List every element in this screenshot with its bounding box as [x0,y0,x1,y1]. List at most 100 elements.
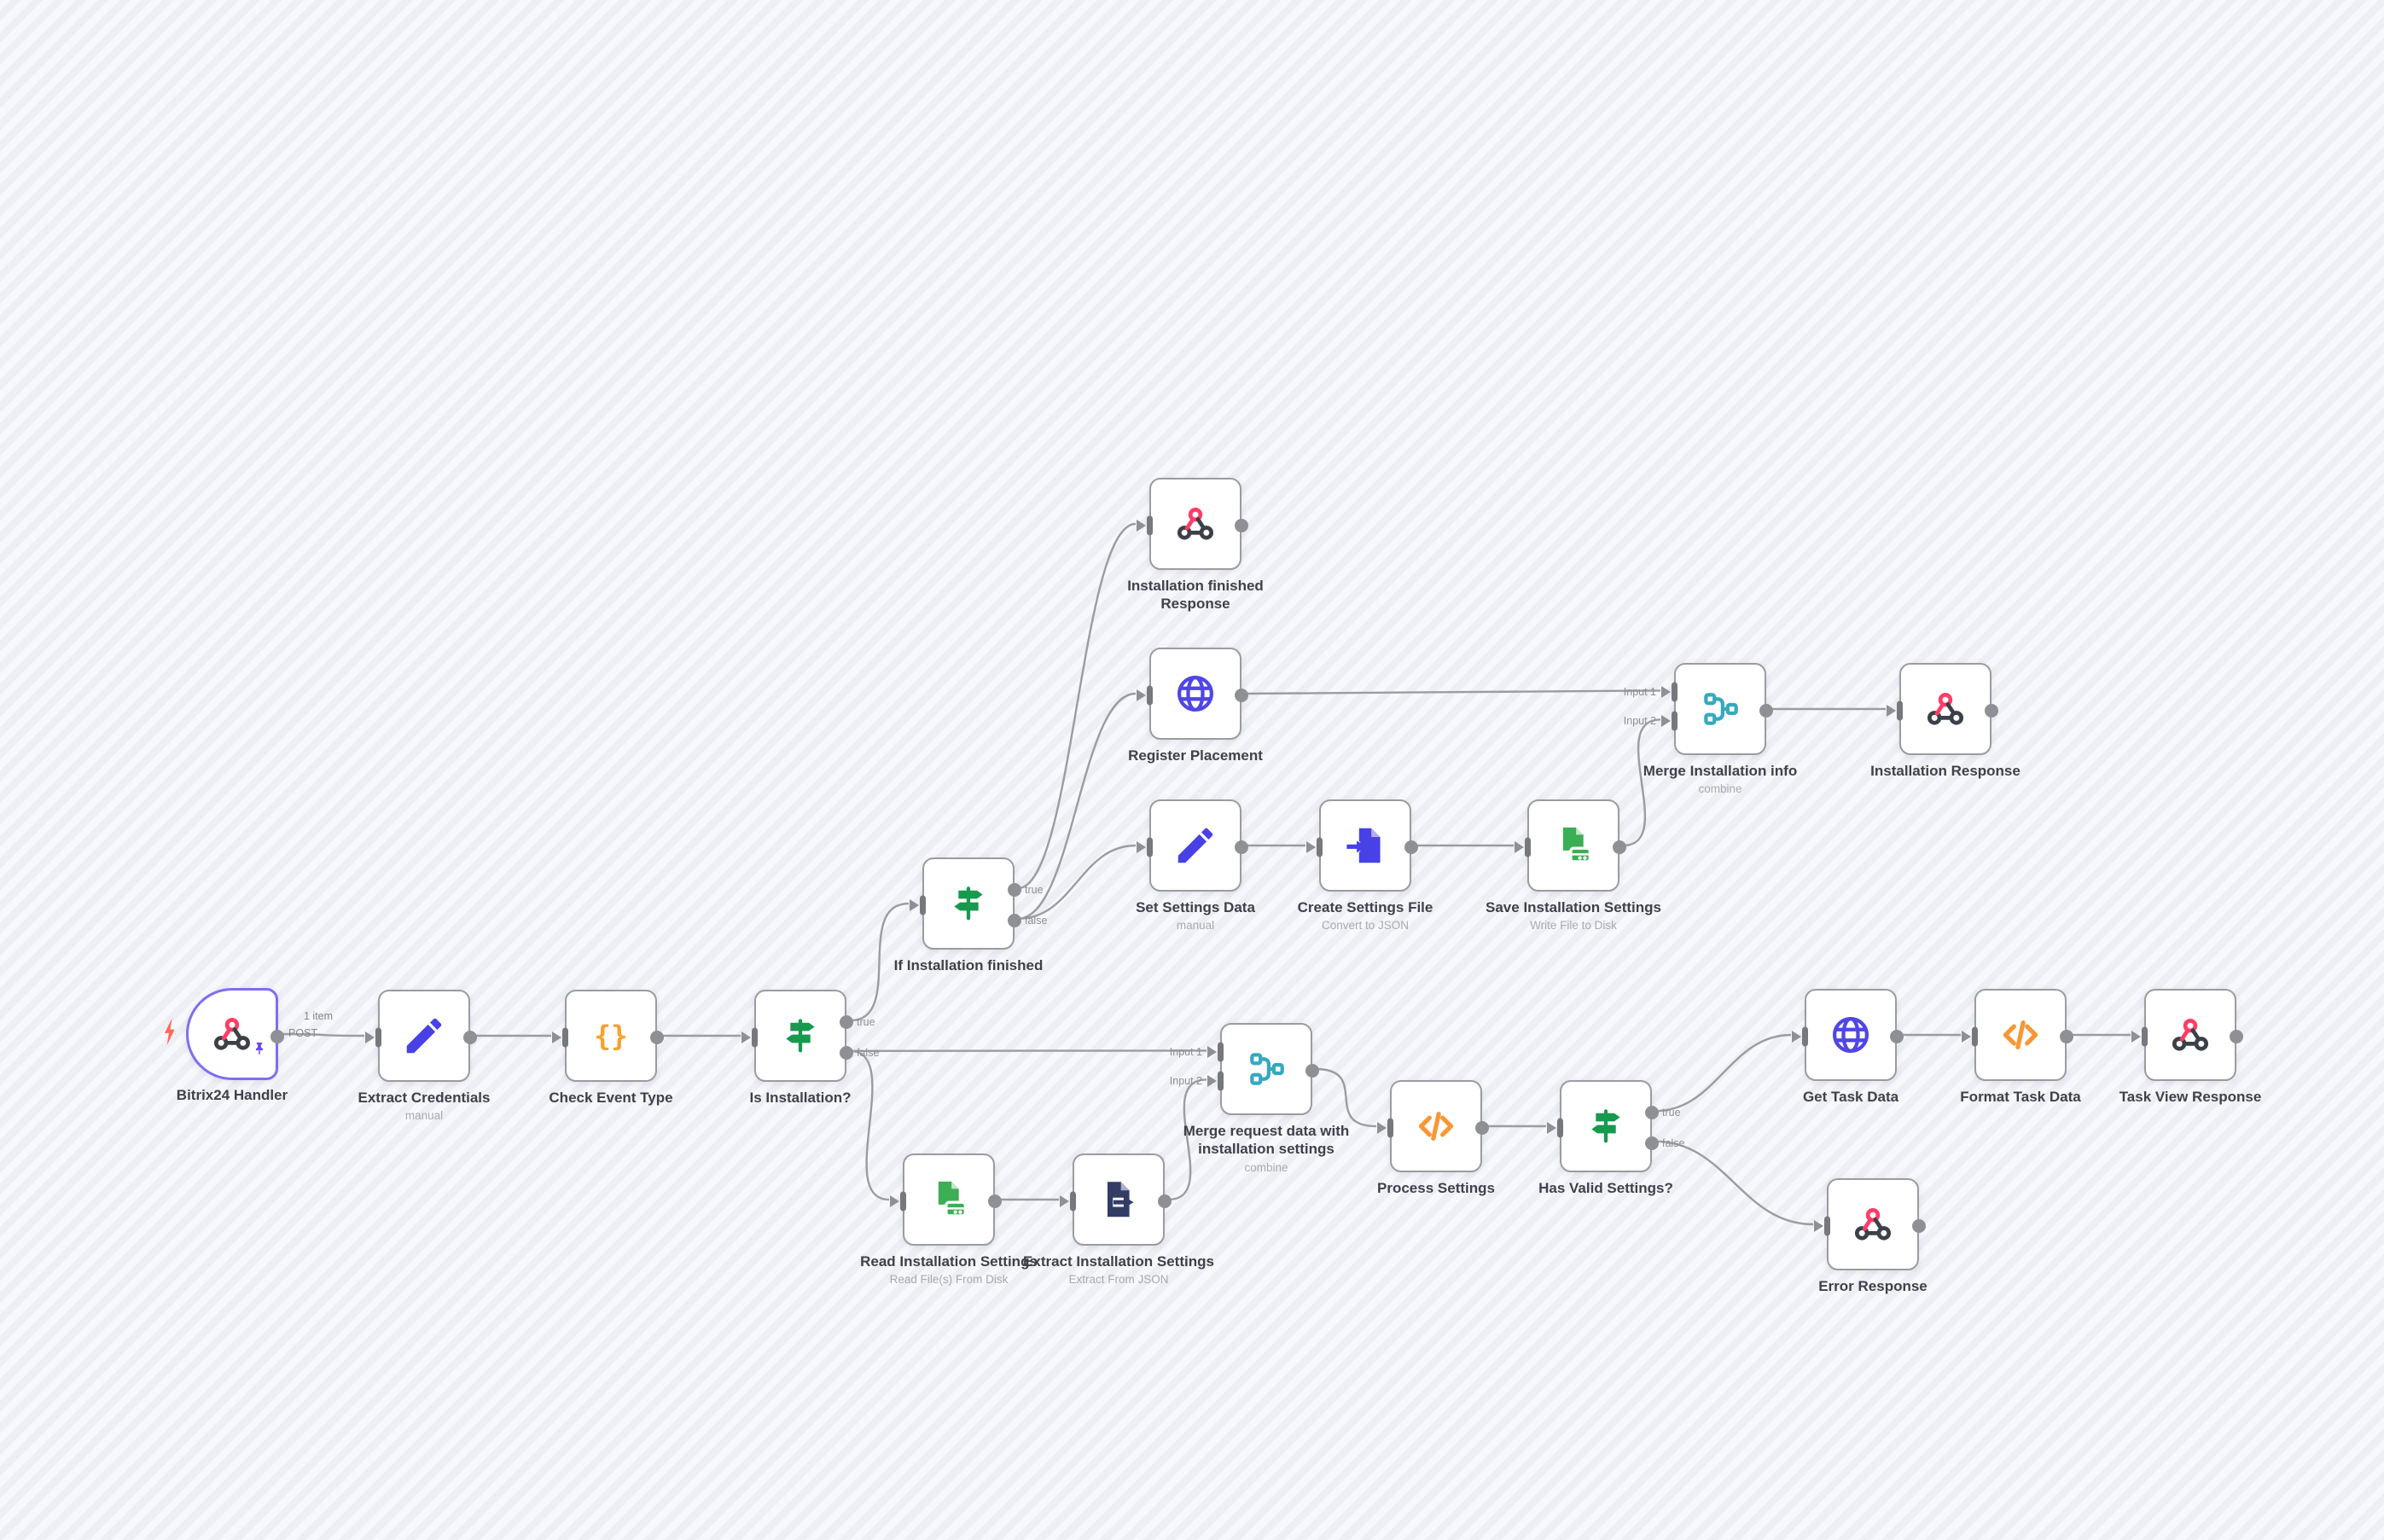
input-port-main[interactable] [375,1027,381,1048]
input-port-input1[interactable] [1672,682,1678,702]
output-port-main[interactable] [1612,840,1626,854]
connection-has-valid-settings-to-get-task-data[interactable] [1654,1033,1792,1113]
input-port-main[interactable] [1802,1026,1808,1047]
input-port-main[interactable] [1387,1118,1393,1138]
node-is-installation[interactable]: Is Installation? true false [741,990,879,1106]
node-read-installation-settings[interactable]: Read Installation Settings Read File(s) F… [860,1154,1038,1286]
connection-register-placement-to-merge-installation-info[interactable] [1244,689,1661,695]
input-port-main[interactable] [1897,700,1903,721]
node-error-response[interactable]: Error Response [1813,1178,1928,1294]
input-port-main[interactable] [1557,1118,1563,1138]
output-port-main[interactable] [2059,1030,2073,1043]
output-port-false[interactable] [839,1045,853,1060]
node-extract-installation-settings[interactable]: Extract Installation Settings Extract Fro… [1023,1154,1214,1286]
node-task-view-response[interactable]: Task View Response [2119,989,2261,1105]
input-port-main[interactable] [1525,837,1531,857]
connection-bitrix24-handler-to-extract-credentials[interactable] [281,1032,365,1037]
output-port-main[interactable] [1234,689,1248,702]
connection-is-installation-to-if-installation-finished[interactable] [849,902,910,1022]
pencil-icon [380,991,468,1080]
node-set-settings-data[interactable]: Set Settings Data manual [1136,799,1255,932]
output-port-main[interactable] [1759,704,1773,718]
node-get-task-data[interactable]: Get Task Data [1791,989,1904,1105]
output-port-main[interactable] [1889,1030,1904,1043]
node-register-placement[interactable]: Register Placement [1128,648,1263,764]
input-arrow-main [1886,705,1896,717]
node-subtitle: combine [1698,782,1742,796]
output-port-true[interactable] [1007,883,1021,898]
node-if-installation-finished[interactable]: If Installation finished true false [894,857,1047,973]
input-port-main[interactable] [920,895,926,915]
node-save-installation-settings[interactable]: Save Installation Settings Write File to … [1486,799,1661,932]
node-title: Task View Response [2119,1089,2262,1105]
output-port-main[interactable] [1474,1121,1489,1135]
connection-if-installation-finished-to-set-settings-data[interactable] [1017,844,1137,921]
output-port-main[interactable] [1234,840,1248,854]
input-port-main[interactable] [1972,1026,1978,1047]
node-has-valid-settings[interactable]: Has Valid Settings? true false [1538,1080,1684,1196]
output-port-main[interactable] [462,1031,477,1044]
output-port-true[interactable] [1644,1106,1659,1120]
output-port-main[interactable] [649,1031,664,1044]
node-merge-installation-info[interactable]: Merge Installation info combine Input 1 Inp… [1624,663,1797,795]
input-port-main[interactable] [752,1027,758,1048]
svg-text:{}: {} [594,1020,627,1052]
output-port-main[interactable] [1234,519,1248,532]
connection-is-installation-to-read-installation-settings[interactable] [849,1049,890,1201]
input-port-input2[interactable] [1218,1071,1224,1091]
connection-extract-installation-settings-to-merge-request-data[interactable] [1167,1078,1207,1201]
node-check-event-type[interactable]: {} Check Event Type [549,990,673,1106]
output-port-main[interactable] [1911,1219,1926,1233]
input-port-input1[interactable] [1218,1042,1224,1062]
input-port-input2[interactable] [1672,711,1678,731]
input-port-main[interactable] [1070,1191,1076,1212]
output-port-main[interactable] [1984,704,1998,718]
output-port-main[interactable] [1157,1194,1172,1208]
input-port-main[interactable] [1147,515,1153,536]
input-arrow-main [364,1032,375,1043]
connection-save-installation-settings-to-merge-installation-info[interactable] [1622,718,1661,847]
output-port-false[interactable] [1007,913,1021,927]
input-arrow-main [909,899,919,911]
node-format-task-data[interactable]: Format Task Data [1960,989,2081,1105]
output-port-label-true: true [1662,1107,1681,1119]
input-port-main[interactable] [562,1027,568,1048]
input-arrow-main [1136,689,1146,701]
input-port-main[interactable] [2142,1026,2148,1047]
node-subtitle: manual [1176,919,1215,933]
input-port-main[interactable] [1317,837,1323,857]
output-port-false[interactable] [1644,1136,1659,1150]
node-installation-response[interactable]: Installation Response [1870,663,2021,779]
connection-if-installation-finished-to-register-placement[interactable] [1017,692,1137,921]
connection-merge-request-data-to-process-settings[interactable] [1315,1067,1377,1128]
input-port-main[interactable] [900,1191,906,1212]
output-port-main[interactable] [270,1030,284,1043]
output-port-main[interactable] [987,1194,1002,1208]
connection-has-valid-settings-to-error-response[interactable] [1654,1140,1814,1226]
connection-if-installation-finished-to-installation-finished-response[interactable] [1017,522,1137,890]
node-installation-finished-response[interactable]: Installation finished Response [1127,478,1264,612]
node-process-settings[interactable]: Process Settings [1376,1080,1495,1196]
input-arrow-input2 [1207,1075,1217,1088]
webhook-icon [1151,479,1240,568]
input-port-main[interactable] [1147,837,1153,857]
input-arrow-main [1059,1195,1069,1207]
output-port-true[interactable] [839,1015,853,1030]
file-disk-icon [904,1155,993,1244]
file-export-icon [1074,1155,1163,1244]
node-title: Process Settings [1377,1180,1495,1196]
node-merge-request-data[interactable]: Merge request data with installation set… [1170,1023,1349,1174]
node-bitrix24-handler[interactable]: Bitrix24 Handler [164,988,288,1103]
output-port-main[interactable] [1404,840,1418,854]
output-port-main[interactable] [2229,1030,2243,1043]
input-port-main[interactable] [1147,685,1153,706]
input-port-main[interactable] [1824,1216,1830,1236]
webhook-icon [1829,1180,1917,1269]
node-create-settings-file[interactable]: Create Settings File Convert to JSON [1298,799,1433,932]
output-port-main[interactable] [1305,1064,1319,1078]
node-title: Extract Credentials manual [322,1089,526,1124]
node-extract-credentials[interactable]: Extract Credentials manual [358,990,490,1122]
connection-method-label: POST [288,1027,318,1039]
node-title: Error Response [1818,1278,1928,1294]
